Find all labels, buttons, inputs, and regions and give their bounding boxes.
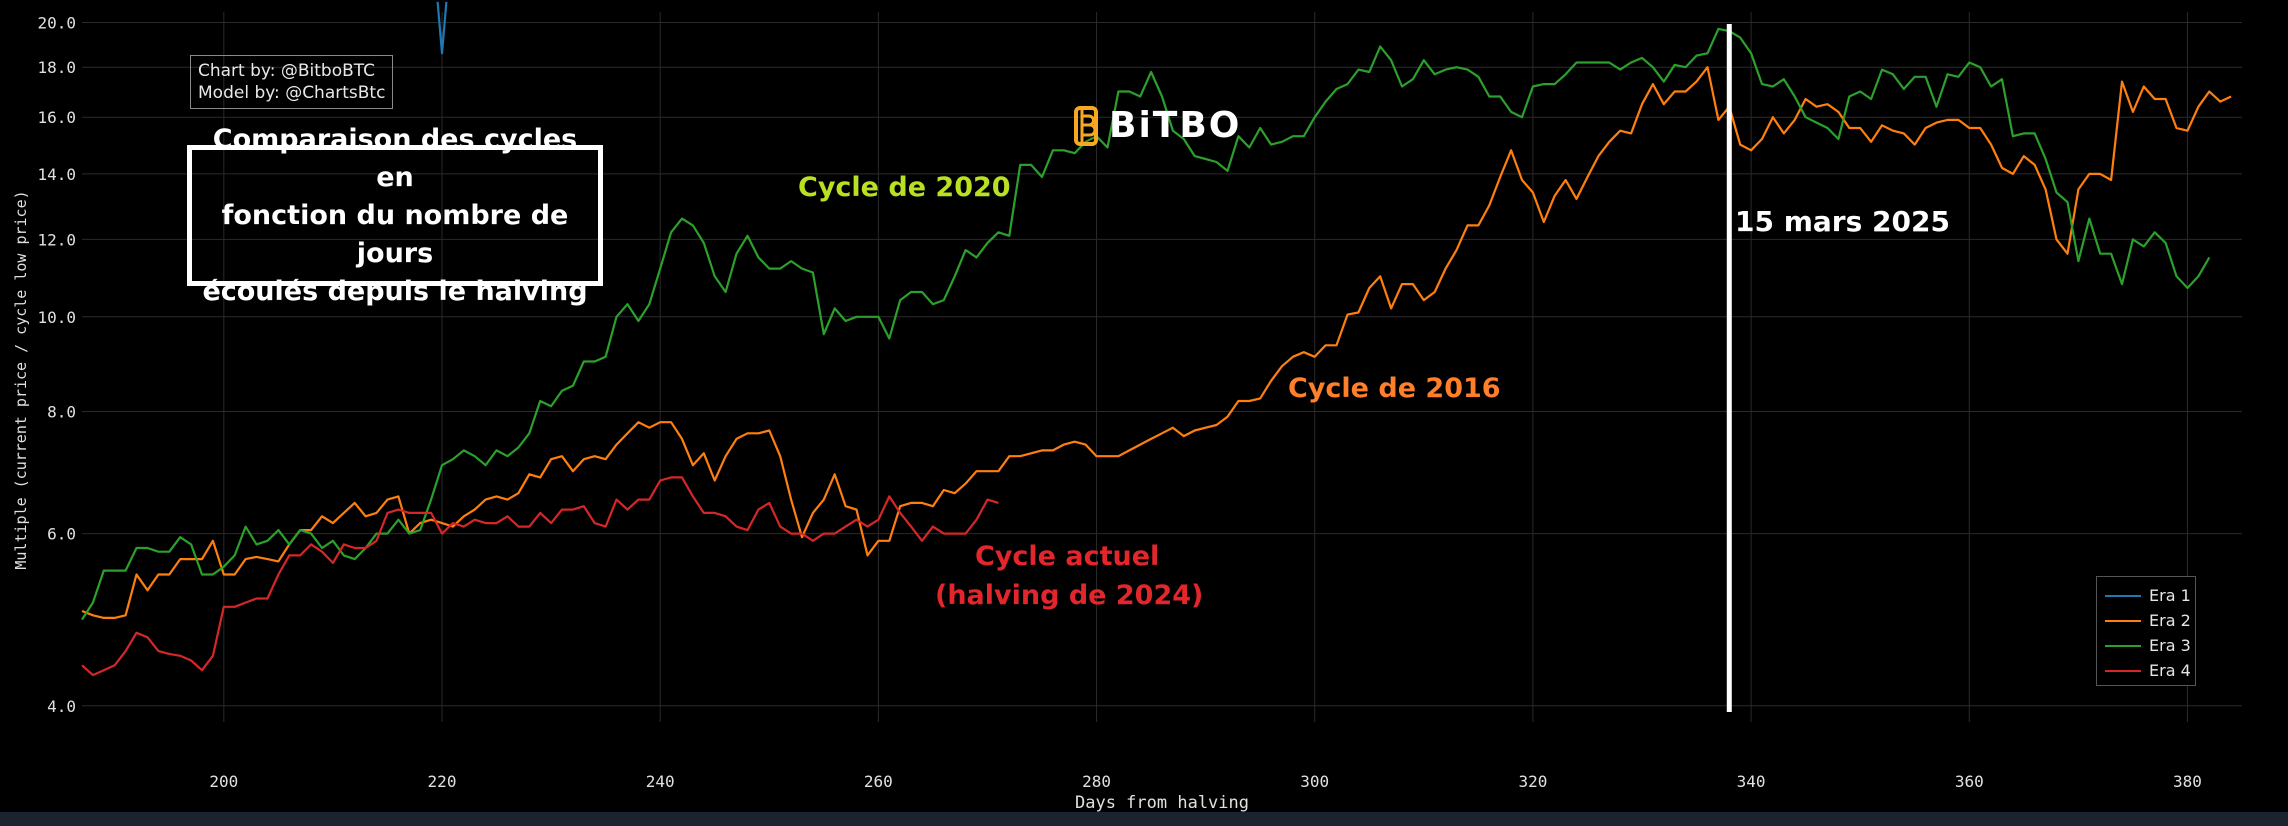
axis-ticks: 200 220 240 260 280 300 320 340 360 380 4.0 6.0 8.0 1… xyxy=(37,13,2201,791)
x-tick-label: 340 xyxy=(1737,772,1766,791)
y-axis-label: Multiple (current price / cycle low pric… xyxy=(12,190,30,569)
legend-item-era-2[interactable]: Era 2 xyxy=(2105,608,2195,633)
legend: Era 1 Era 2 Era 3 Era 4 xyxy=(2096,576,2196,686)
legend-item-era-4[interactable]: Era 4 xyxy=(2105,658,2195,683)
annotation-halving-2024: (halving de 2024) xyxy=(935,580,1204,611)
x-tick-label: 280 xyxy=(1082,772,1111,791)
x-tick-label: 260 xyxy=(864,772,893,791)
legend-swatch xyxy=(2105,594,2141,597)
legend-swatch xyxy=(2105,619,2141,622)
y-tick-label: 18.0 xyxy=(37,58,76,77)
bottom-bar xyxy=(0,812,2288,826)
y-tick-label: 16.0 xyxy=(37,108,76,127)
title-box: Comparaison des cycles en fonction du no… xyxy=(187,124,603,307)
annotation-date-marker: 15 mars 2025 xyxy=(1735,205,1950,238)
legend-item-era-3[interactable]: Era 3 xyxy=(2105,633,2195,658)
y-tick-label: 14.0 xyxy=(37,165,76,184)
y-tick-label: 20.0 xyxy=(37,13,76,32)
x-tick-label: 240 xyxy=(646,772,675,791)
y-tick-label: 12.0 xyxy=(37,230,76,249)
x-tick-label: 320 xyxy=(1518,772,1547,791)
bitbo-logo-text: BiTBO xyxy=(1109,105,1242,146)
y-tick-label: 10.0 xyxy=(37,308,76,327)
y-tick-label: 4.0 xyxy=(47,697,76,716)
legend-item-era-1[interactable]: Era 1 xyxy=(2105,583,2195,608)
legend-label: Era 1 xyxy=(2149,586,2191,605)
model-by-credit: Model by: @ChartsBtc xyxy=(198,83,386,103)
bitbo-logo: BiTBO xyxy=(1073,105,1241,146)
annotation-cycle-actuel: Cycle actuel xyxy=(975,541,1160,572)
series-line-era-2 xyxy=(81,66,2232,620)
credits-box: Chart by: @BitboBTC Model by: @ChartsBtc xyxy=(190,55,394,109)
x-tick-label: 220 xyxy=(428,772,457,791)
legend-swatch xyxy=(2105,644,2141,647)
bitbo-logo-icon xyxy=(1074,105,1098,146)
x-tick-label: 380 xyxy=(2173,772,2202,791)
x-tick-label: 200 xyxy=(209,772,238,791)
legend-swatch xyxy=(2105,669,2141,672)
grid-lines xyxy=(82,12,2242,722)
chart-by-credit: Chart by: @BitboBTC xyxy=(198,61,376,81)
annotation-cycle-2016: Cycle de 2016 xyxy=(1288,373,1501,404)
series-line-era-3 xyxy=(81,27,2211,621)
legend-label: Era 2 xyxy=(2149,611,2191,630)
series-line-era-1 xyxy=(436,1,448,55)
x-tick-label: 360 xyxy=(1955,772,1984,791)
annotation-cycle-2020: Cycle de 2020 xyxy=(798,172,1011,203)
series-line-era-4 xyxy=(81,476,999,677)
y-tick-label: 6.0 xyxy=(47,525,76,544)
legend-label: Era 4 xyxy=(2149,661,2191,680)
y-tick-label: 8.0 xyxy=(47,402,76,421)
x-axis-label: Days from halving xyxy=(1075,793,1249,813)
x-tick-label: 300 xyxy=(1300,772,1329,791)
title-text: Comparaison des cycles en fonction du no… xyxy=(202,123,588,307)
series-lines xyxy=(81,1,2232,677)
legend-label: Era 3 xyxy=(2149,636,2191,655)
